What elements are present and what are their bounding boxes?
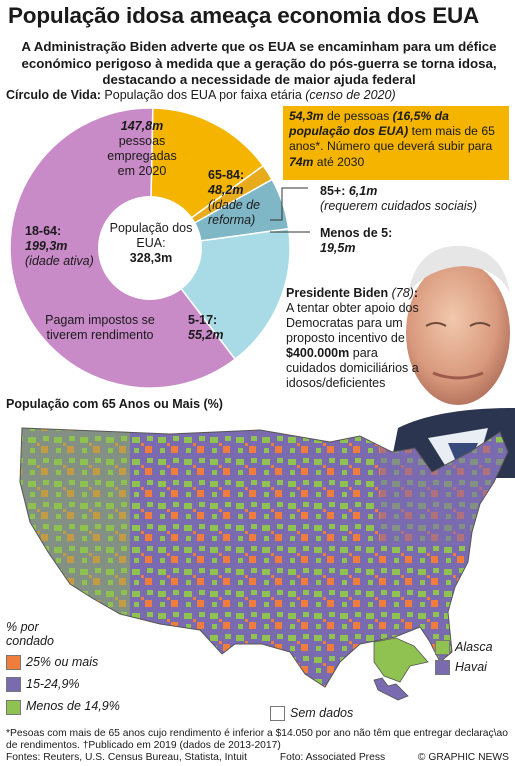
label-65-84-note: (idade de reforma) [208, 198, 261, 227]
label-under5: Menos de 5: 19,5m [320, 226, 393, 255]
label-taxes: Pagam impostos se tiverem rendimento [45, 313, 155, 342]
photo-credit: Foto: Associated Press [279, 752, 386, 764]
section-header-map: População com 65 Anos ou Mais (%) [6, 397, 223, 411]
swatch-hawaii [435, 660, 450, 676]
legend-label-under15: Menos de 14,9% [26, 699, 120, 714]
footnote-text: *Pesoas com mais de 65 anos cujo rendime… [6, 728, 508, 752]
legend-item-under15: Menos de 14,9% [6, 699, 120, 715]
label-center-text: População dos EUA: [109, 221, 193, 250]
hawaii-inset [373, 677, 409, 701]
legend-label-nodata: Sem dados [290, 706, 354, 720]
pie-center-hole [98, 196, 202, 300]
page-title: População idosa ameaça economia dos EUA [8, 3, 480, 28]
legend-label-25plus: 25% ou mais [26, 655, 99, 669]
label-5-17: 5-17: 55,2m [188, 313, 224, 342]
biden-amount: $400.000m [286, 346, 350, 360]
sources-text: Fontes: Reuters, U.S. Census Bureau, Sta… [6, 752, 247, 764]
map-outline [19, 427, 509, 688]
label-5-17-name: 5-17 [188, 313, 214, 327]
map-insets [373, 637, 429, 701]
label-18-64-name: 18-64 [25, 224, 57, 238]
biden-age: (78) [391, 286, 414, 300]
map-title: População com 65 Anos ou Mais (%) [6, 397, 223, 411]
label-employed-value: 147,8m [120, 119, 164, 133]
fact-bold: 74m [289, 154, 314, 169]
legend-title: % por condado [6, 620, 54, 648]
section-header-bold: Círculo de Vida: [6, 88, 101, 102]
label-under5-name: Menos de 5 [320, 226, 389, 240]
section-header-pie: Círculo de Vida: População dos EUA por f… [6, 88, 396, 102]
legend-swatch-nodata [270, 706, 285, 722]
label-5-17-value: 55,2m [188, 328, 224, 342]
biden-caption: Presidente Biden (78): A tentar obter ap… [286, 286, 419, 390]
label-center: População dos EUA: 328,3m [106, 221, 196, 266]
legend-item-15-24: 15-24,9% [6, 677, 120, 693]
graphic-news-credit: © GRAPHIC NEWS [417, 752, 509, 763]
mouth-shape [432, 371, 484, 380]
label-employed: 147,8m pessoas empregadas em 2020 [97, 119, 187, 179]
fact-box: 54,3m de pessoas (16,5% da população dos… [283, 106, 509, 180]
eye-right [469, 322, 491, 327]
label-alaska-text: Alasca [455, 640, 493, 654]
biden-text: A tentar obter apoio dos Democratas para… [286, 301, 419, 345]
label-85plus: 85+: 6,1m (requerem cuidados sociais) [320, 184, 478, 213]
face-shape [406, 261, 510, 405]
label-18-64-note: (idade ativa) [25, 254, 94, 268]
biden-name: Presidente Biden [286, 286, 389, 300]
us-county-map [19, 427, 509, 688]
legend-swatch-15-24 [6, 677, 21, 693]
label-18-64: 18-64: 199,3m (idade ativa) [25, 224, 94, 268]
label-85plus-note: (requerem cuidados sociais) [320, 199, 478, 213]
legend-label-15-24: 15-24,9% [26, 677, 80, 692]
label-65-84-name: 65-84 [208, 168, 240, 182]
legend-item-25plus: 25% ou mais [6, 655, 120, 671]
legend-swatch-25plus [6, 655, 21, 671]
label-65-84: 65-84: 48,2m (idade de reforma) [208, 168, 261, 227]
pointer-85plus [270, 187, 308, 221]
alaska-inset [373, 637, 429, 683]
sources-line: Fontes: Reuters, U.S. Census Bureau, Sta… [6, 752, 511, 764]
eye-left [425, 322, 447, 327]
legend-item-nodata: Sem dados [270, 706, 354, 722]
biden-portrait [388, 245, 515, 478]
fact-end: até 2030 [313, 154, 365, 169]
label-85plus-name: 85+ [320, 184, 342, 198]
label-hawaii: Havai [435, 660, 487, 676]
label-85plus-value: 6,1m [348, 184, 378, 198]
age-pie-chart [9, 107, 291, 389]
fact-value: 54,3m [289, 109, 324, 123]
label-center-value: 328,3m [129, 251, 173, 265]
label-65-84-value: 48,2m [208, 183, 244, 197]
subtitle: A Administração Biden adverte que os EUA… [21, 39, 497, 87]
label-alaska: Alasca [435, 640, 493, 656]
pie-pointer-lines [270, 187, 310, 233]
hair-shape [408, 245, 510, 293]
biden-text2: para cuidados domiciliários a idosos/def… [286, 346, 419, 390]
legend-swatch-under15 [6, 699, 21, 715]
label-18-64-value: 199,3m [25, 239, 68, 253]
map-legend: % por condado 25% ou mais 15-24,9% Menos… [6, 620, 120, 715]
section-header-italic: (censo de 2020) [305, 88, 396, 102]
fact-text-2: tem mais de 65 anos*. Número que deverá … [289, 124, 495, 154]
fact-paren: (16,5% da população dos EUA) [289, 109, 449, 139]
swatch-alaska [435, 640, 450, 656]
footnote: *Pesoas com mais de 65 anos cujo rendime… [6, 728, 511, 765]
label-employed-text: pessoas empregadas em 2020 [107, 134, 177, 178]
section-header-text: População dos EUA por faixa etária [104, 88, 302, 102]
label-under5-value: 19,5m [320, 241, 356, 255]
label-hawaii-text: Havai [455, 660, 487, 674]
fact-text-1: de pessoas [323, 109, 393, 123]
